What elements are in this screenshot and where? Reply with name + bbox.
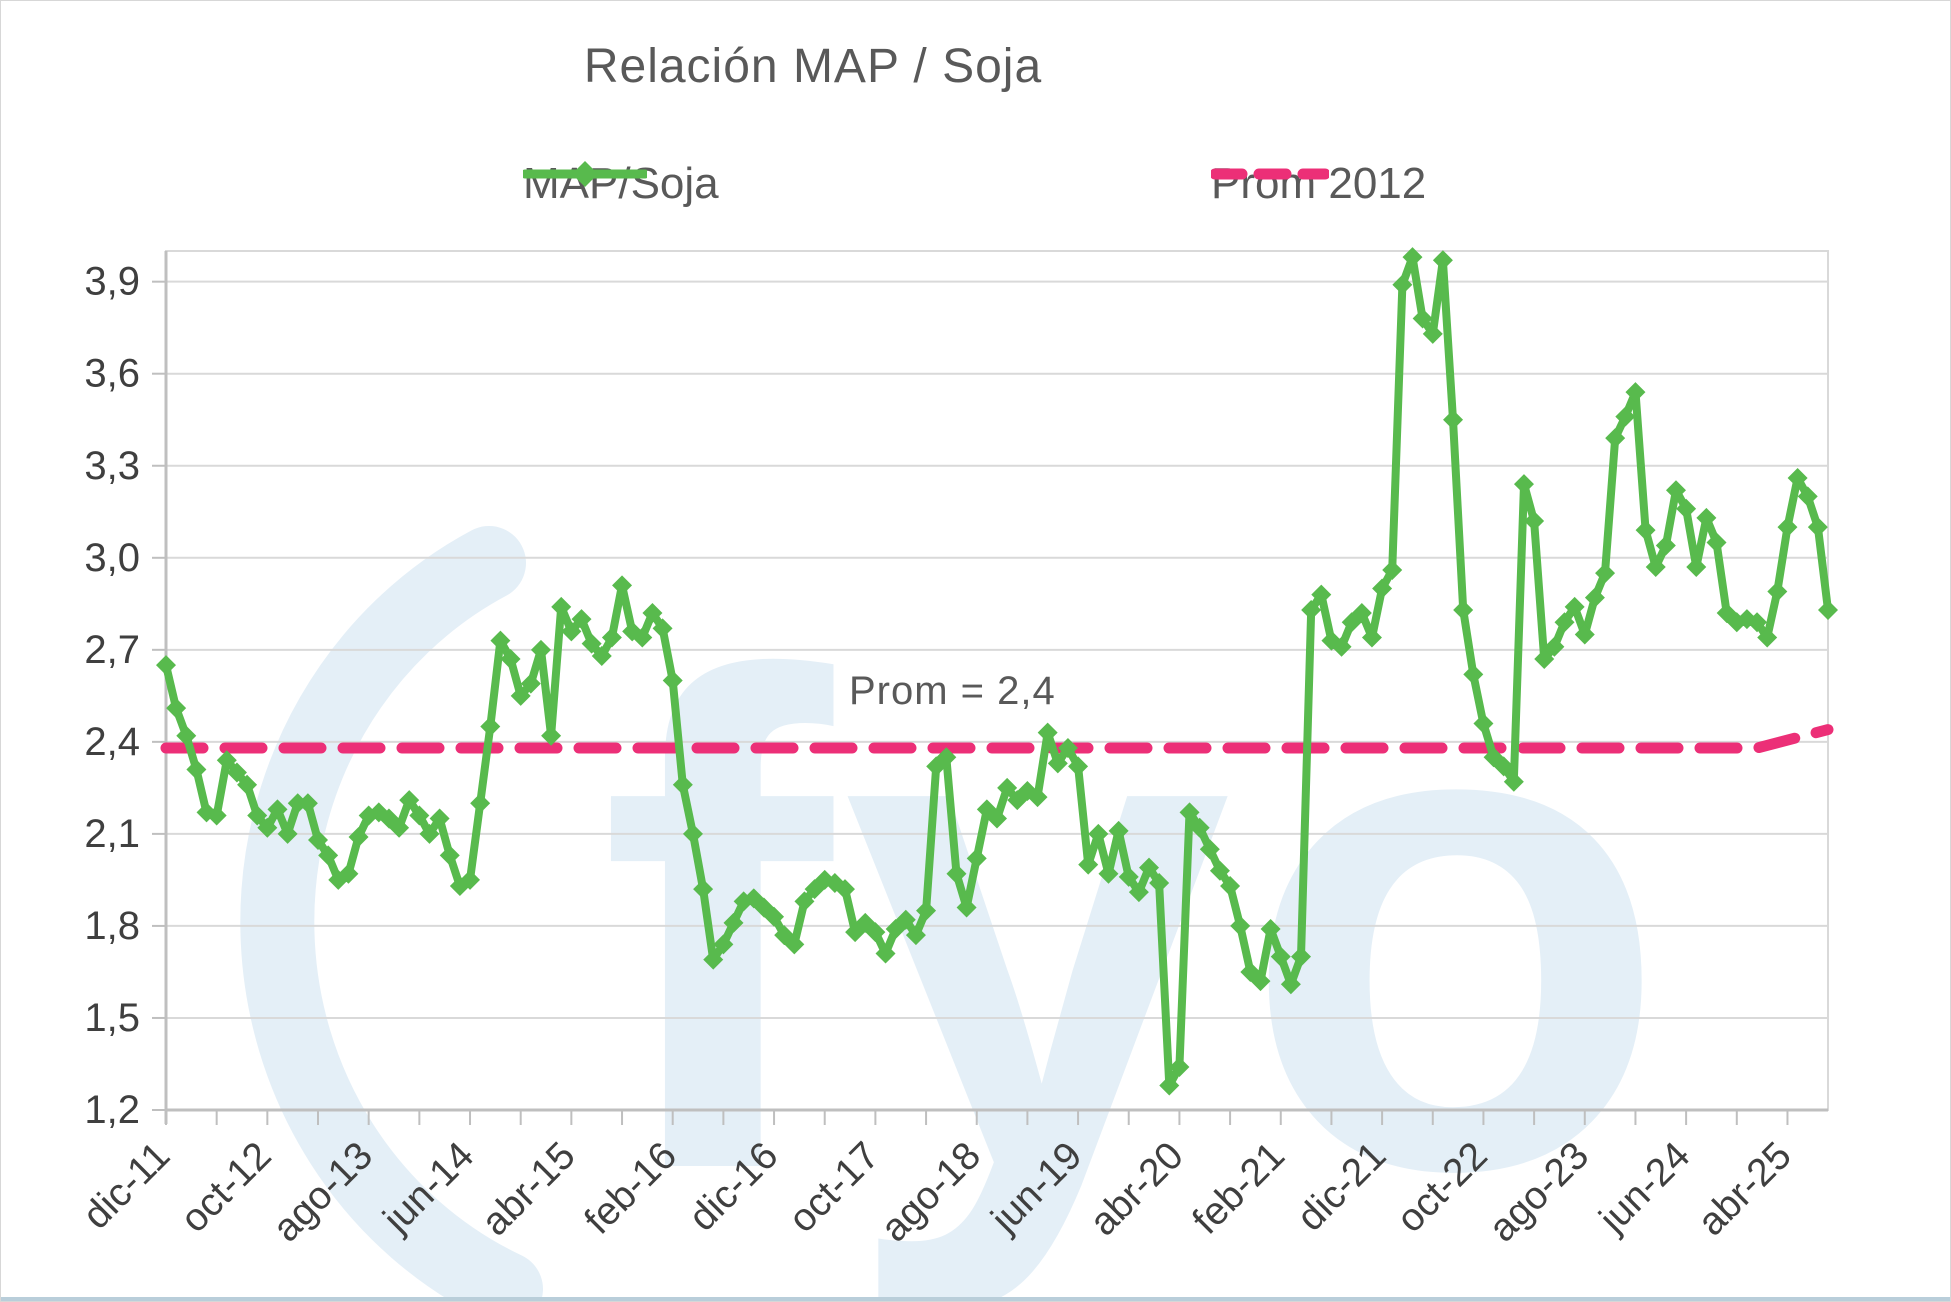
legend-item-prom-2012: Prom 2012 (1211, 159, 1426, 209)
bottom-accent-strip (1, 1297, 1950, 1301)
legend-label-map-soja: MAP/Soja (523, 159, 719, 208)
y-tick-label: 3,0 (84, 536, 140, 580)
y-tick-label: 3,3 (84, 444, 140, 488)
prom-annotation: Prom = 2,4 (849, 669, 1056, 713)
legend-item-map-soja: MAP/Soja (523, 159, 719, 209)
y-tick-label: 1,8 (84, 904, 140, 948)
y-tick-label: 2,4 (84, 720, 140, 764)
y-tick-label: 3,6 (84, 352, 140, 396)
x-tick-label: oct-12 (173, 1134, 280, 1241)
x-tick-label: dic-11 (75, 1134, 178, 1237)
legend-label-prom-2012: Prom 2012 (1211, 159, 1427, 208)
page-title: Relación MAP / Soja (583, 40, 1043, 93)
x-tick-label: abr-15 (474, 1134, 584, 1244)
y-tick-label: 1,2 (84, 1088, 140, 1132)
prom-2012-line (160, 724, 1834, 754)
x-tick-label: abr-25 (1690, 1134, 1800, 1244)
fyo-watermark-arc-icon (240, 526, 543, 1301)
map-soja-line-swatch-icon (523, 161, 647, 187)
y-tick-label: 2,1 (84, 812, 140, 856)
y-tick-label: 3,9 (84, 260, 140, 304)
y-tick-label: 2,7 (84, 628, 140, 672)
y-tick-label: 1,5 (84, 996, 140, 1040)
prom-2012-dashed-swatch-icon (1211, 168, 1329, 180)
